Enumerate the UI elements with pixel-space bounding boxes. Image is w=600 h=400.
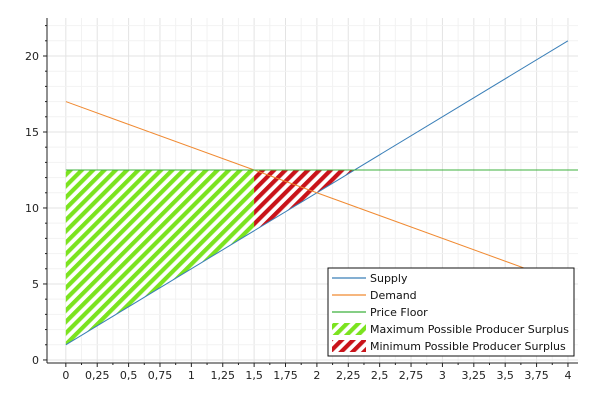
y-tick-label: 15 xyxy=(25,126,39,139)
x-tick-label: 2,75 xyxy=(399,369,424,382)
x-tick-label: 3,75 xyxy=(524,369,549,382)
x-tick-label: 0,25 xyxy=(85,369,110,382)
x-tick-label: 2 xyxy=(313,369,320,382)
x-tick-label: 1,25 xyxy=(210,369,235,382)
x-tick-label: 1,75 xyxy=(273,369,298,382)
legend-label: Minimum Possible Producer Surplus xyxy=(370,340,566,353)
legend-label: Supply xyxy=(370,272,408,285)
x-tick-label: 2,25 xyxy=(336,369,361,382)
y-tick-label: 20 xyxy=(25,50,39,63)
axes: 0 0,25 0,5 0,75 1 1,25 1,5 1,75 2 2,25 2,5 2,75 3 3,2… xyxy=(25,18,578,382)
y-tick-label: 10 xyxy=(25,202,39,215)
y-tick-label: 5 xyxy=(32,278,39,291)
x-tick-label: 0,5 xyxy=(120,369,138,382)
x-tick-label: 1,5 xyxy=(245,369,263,382)
legend-box xyxy=(327,267,575,357)
x-tick-label: 3,25 xyxy=(462,369,487,382)
x-tick-label: 0 xyxy=(62,369,69,382)
lines xyxy=(65,40,578,346)
demand-line xyxy=(65,101,531,271)
x-tick-label: 0,75 xyxy=(148,369,173,382)
legend-swatch xyxy=(332,340,366,352)
x-tick-label: 2,5 xyxy=(371,369,389,382)
x-tick-label: 3 xyxy=(439,369,446,382)
x-tick-label: 4 xyxy=(564,369,571,382)
legend-swatch xyxy=(332,323,366,335)
x-tick-label: 3,5 xyxy=(496,369,514,382)
legend-label: Demand xyxy=(370,289,417,302)
legend-label: Price Floor xyxy=(370,306,428,319)
legend: Supply Demand Price Floor Maximum Possible … xyxy=(327,267,575,357)
legend-label: Maximum Possible Producer Surplus xyxy=(370,323,569,336)
x-tick-label: 1 xyxy=(188,369,195,382)
y-tick-label: 0 xyxy=(32,354,39,367)
